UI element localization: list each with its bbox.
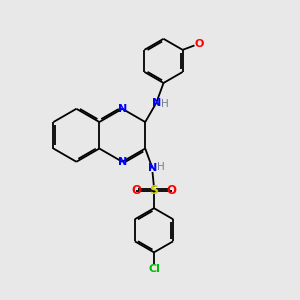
- Text: S: S: [149, 184, 158, 197]
- Text: H: H: [157, 162, 165, 172]
- Text: N: N: [118, 157, 127, 167]
- Text: O: O: [131, 184, 141, 197]
- Text: O: O: [167, 184, 177, 197]
- Text: Cl: Cl: [148, 264, 160, 274]
- Text: N: N: [148, 164, 157, 173]
- Text: N: N: [152, 98, 161, 108]
- Text: N: N: [118, 104, 127, 114]
- Text: H: H: [160, 99, 168, 110]
- Text: O: O: [194, 39, 204, 49]
